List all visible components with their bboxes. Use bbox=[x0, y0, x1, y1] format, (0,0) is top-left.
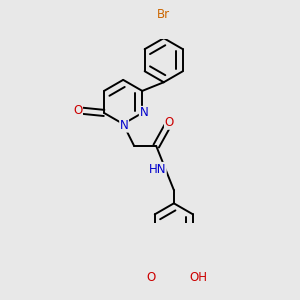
Text: OH: OH bbox=[190, 272, 208, 284]
Text: O: O bbox=[146, 272, 155, 284]
Text: N: N bbox=[120, 119, 128, 132]
Text: Br: Br bbox=[157, 8, 170, 21]
Text: N: N bbox=[140, 106, 148, 119]
Text: O: O bbox=[73, 104, 83, 117]
Text: HN: HN bbox=[148, 163, 166, 176]
Text: O: O bbox=[164, 116, 174, 129]
